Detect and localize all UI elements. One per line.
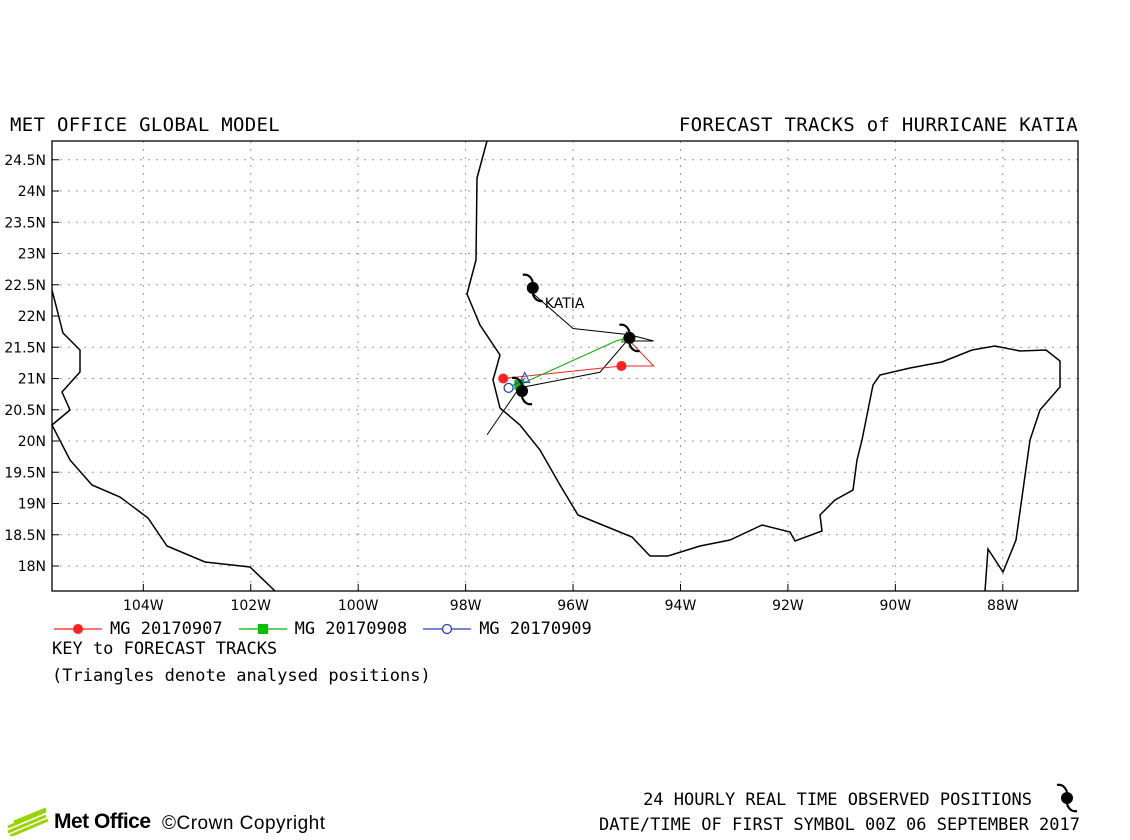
lat-tick-label: 20N (18, 434, 46, 450)
red-circle-marker-icon (54, 624, 102, 634)
lat-tick-label: 23.5N (4, 215, 46, 231)
key-note: (Triangles denote analysed positions) (52, 666, 431, 686)
hurricane-symbol-icon (511, 376, 533, 406)
observed-positions-note: 24 HOURLY REAL TIME OBSERVED POSITIONS (643, 790, 1032, 810)
legend-item-run3: MG 20170909 (421, 619, 592, 639)
forecast-track-1 (503, 337, 655, 379)
lon-tick-label: 96W (557, 598, 589, 614)
lat-tick-label: 22N (18, 309, 46, 325)
lon-tick-label: 94W (665, 598, 697, 614)
lat-tick-label: 18N (18, 559, 46, 575)
lat-tick-label: 20.5N (4, 403, 46, 419)
forecast-marker-circle (616, 361, 627, 371)
legend-label: MG 20170909 (479, 619, 592, 639)
legend: MG 20170907 MG 20170908 MG 20170909 (52, 617, 606, 641)
storm-name-label: KATIA (545, 296, 585, 312)
lat-tick-label: 18.5N (4, 528, 46, 544)
lat-tick-label: 24N (18, 184, 46, 200)
green-square-marker-icon (238, 624, 287, 634)
legend-item-run2: MG 20170908 (237, 619, 408, 639)
lon-tick-label: 102W (230, 598, 271, 614)
lat-tick-label: 22.5N (4, 278, 46, 294)
lon-tick-label: 100W (338, 598, 379, 614)
first-symbol-date: DATE/TIME OF FIRST SYMBOL 00Z 06 SEPTEMB… (598, 815, 1080, 835)
lon-tick-label: 88W (987, 598, 1019, 614)
longitude-axis: 104W 102W 100W 98W 96W 94W 92W 90W 88W (123, 584, 1019, 614)
lat-tick-label: 23N (18, 247, 46, 263)
lon-tick-label: 92W (772, 598, 804, 614)
forecast-marker-circle (498, 373, 509, 384)
legend-item-run1: MG 20170907 (52, 619, 223, 639)
copyright: ©Crown Copyright (162, 813, 326, 834)
forecast-tracks: KATIA (486, 273, 655, 436)
lon-tick-label: 90W (880, 598, 912, 614)
lat-tick-label: 19N (18, 497, 46, 513)
left-title: MET OFFICE GLOBAL MODEL (10, 114, 280, 136)
lat-tick-label: 21N (18, 372, 46, 388)
key-title: KEY to FORECAST TRACKS (52, 639, 278, 659)
hurricane-symbol-icon (1056, 783, 1078, 813)
right-title: FORECAST TRACKS of HURRICANE KATIA (678, 114, 1078, 136)
lat-tick-label: 24.5N (4, 153, 46, 169)
map-frame (51, 140, 1079, 592)
forecast-marker-square (514, 379, 525, 390)
met-office-wave-icon (7, 808, 49, 836)
coastline-segment (466, 140, 1061, 592)
analysed-position-triangle (518, 371, 531, 383)
lat-tick-label: 19.5N (4, 465, 46, 481)
hurricane-symbol-icon (522, 273, 544, 303)
logo-text: Met Office (54, 810, 151, 833)
hurricane-symbol-icon (619, 323, 640, 353)
legend-label: MG 20170907 (110, 619, 223, 639)
forecast-marker-open-circle (503, 382, 514, 394)
blue-open-circle-marker-icon (423, 623, 472, 635)
observed-track-line (486, 290, 654, 436)
coastline-segment (51, 289, 276, 592)
legend-label: MG 20170908 (294, 619, 408, 639)
coastline (51, 140, 1061, 592)
lat-tick-label: 21.5N (4, 340, 46, 356)
lon-tick-label: 104W (123, 598, 164, 614)
grid-lines (52, 141, 1078, 591)
latitude-axis: 24.5N 24N 23.5N 23N 22.5N 22N 21.5N 21N 20.5N 20N… (4, 153, 59, 575)
lon-tick-label: 98W (450, 598, 482, 614)
met-office-logo: Met Office (6, 808, 151, 836)
